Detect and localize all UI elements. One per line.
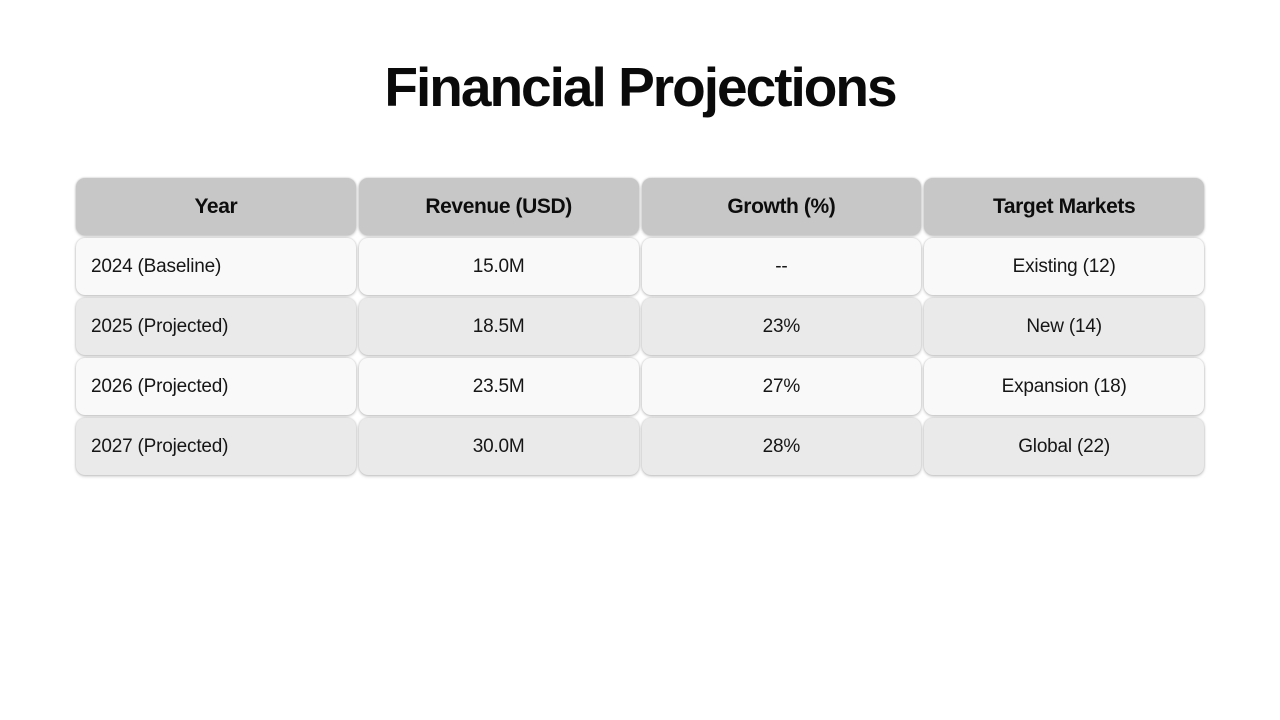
table-cell-year: 2027 (Projected) bbox=[76, 418, 356, 475]
page-title: Financial Projections bbox=[384, 56, 897, 118]
table-cell-revenue: 15.0M bbox=[358, 238, 639, 295]
table-cell-markets: Expansion (18) bbox=[924, 358, 1204, 415]
column-header-growth: Growth (%) bbox=[641, 178, 922, 235]
financial-projections-table: Year Revenue (USD) Growth (%) Target Mar… bbox=[76, 178, 1204, 475]
table-cell-growth: 23% bbox=[641, 298, 922, 355]
column-header-year: Year bbox=[76, 178, 356, 235]
table-cell-markets: Global (22) bbox=[924, 418, 1204, 475]
table-cell-revenue: 18.5M bbox=[358, 298, 639, 355]
table-cell-growth: 27% bbox=[641, 358, 922, 415]
table-cell-year: 2026 (Projected) bbox=[76, 358, 356, 415]
table-cell-revenue: 23.5M bbox=[358, 358, 639, 415]
table-cell-year: 2025 (Projected) bbox=[76, 298, 356, 355]
column-header-revenue: Revenue (USD) bbox=[358, 178, 639, 235]
table-cell-growth: 28% bbox=[641, 418, 922, 475]
table-cell-markets: New (14) bbox=[924, 298, 1204, 355]
table-cell-growth: -- bbox=[641, 238, 922, 295]
column-header-target-markets: Target Markets bbox=[924, 178, 1204, 235]
table-cell-year: 2024 (Baseline) bbox=[76, 238, 356, 295]
table-cell-revenue: 30.0M bbox=[358, 418, 639, 475]
table-cell-markets: Existing (12) bbox=[924, 238, 1204, 295]
